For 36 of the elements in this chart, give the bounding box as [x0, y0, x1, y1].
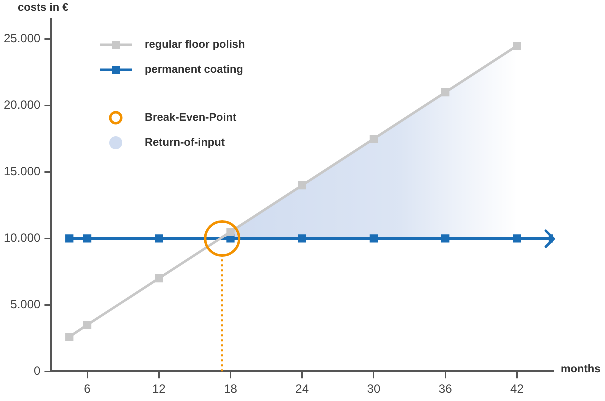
y-tick-label: 5.000: [10, 297, 42, 312]
legend-label: Break-Even-Point: [145, 112, 238, 124]
x-tick-label: 6: [84, 382, 92, 396]
x-tick-label: 12: [152, 382, 166, 396]
point: [442, 88, 450, 97]
point: [370, 234, 378, 243]
x-tick-label: 18: [224, 382, 238, 396]
point: [83, 234, 92, 243]
point: [370, 135, 378, 144]
y-tick-label: 0: [34, 364, 42, 378]
point: [226, 228, 235, 236]
x-tick-label: 24: [296, 382, 310, 396]
legend-label: Return-of-input: [145, 137, 226, 150]
point: [442, 234, 450, 243]
point: [204, 220, 241, 257]
legend-label: regular floor polish: [145, 39, 246, 52]
point: [66, 234, 74, 243]
point: [83, 321, 92, 330]
y-tick-label: 20.000: [4, 98, 42, 112]
y-tick-label: 25.000: [4, 32, 42, 46]
y-axis-title: costs in €: [18, 2, 69, 14]
x-tick-label: 42: [510, 382, 524, 396]
point: [298, 234, 306, 243]
point: [155, 234, 164, 243]
point: [226, 234, 235, 243]
point: [155, 274, 164, 283]
x-tick-label: 36: [438, 382, 453, 396]
legend-label: permanent coating: [145, 64, 244, 76]
point: [513, 42, 522, 50]
point: [513, 234, 522, 243]
x-tick-label: 30: [367, 382, 381, 396]
point: [66, 332, 74, 342]
x-axis-title: months: [561, 364, 601, 376]
y-tick-label: 15.000: [4, 164, 42, 179]
y-tick-label: 10.000: [4, 231, 42, 246]
point: [298, 182, 306, 190]
